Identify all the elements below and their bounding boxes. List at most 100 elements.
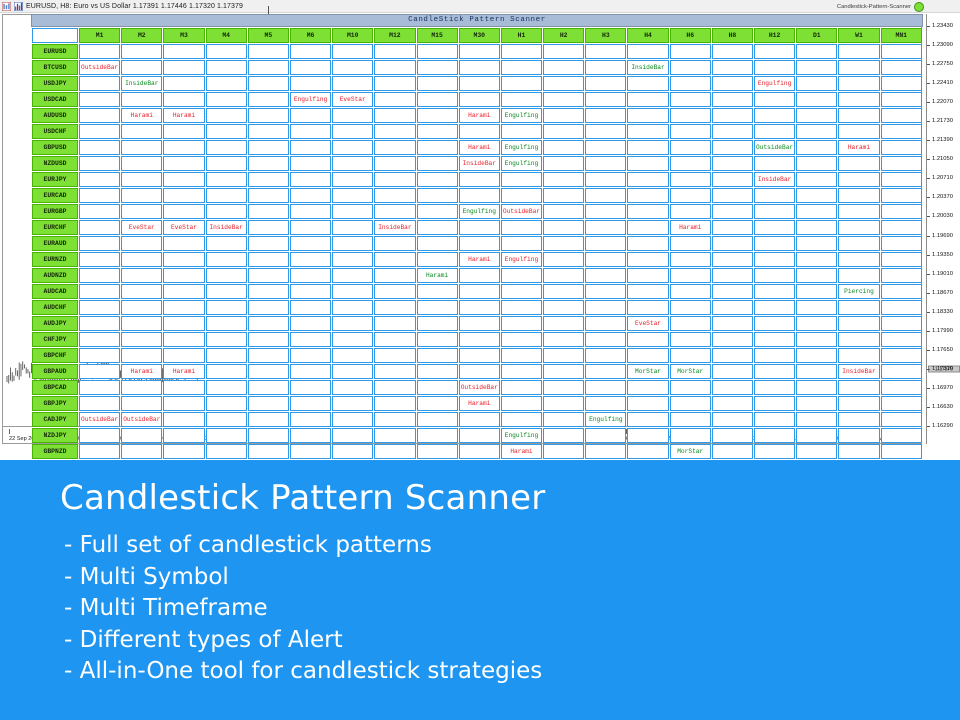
empty-cell[interactable] — [416, 348, 458, 363]
empty-cell[interactable] — [374, 364, 416, 379]
empty-cell[interactable] — [627, 396, 669, 411]
empty-cell[interactable] — [711, 380, 753, 395]
empty-cell[interactable] — [838, 124, 880, 139]
empty-cell[interactable] — [163, 44, 205, 59]
pattern-cell[interactable]: OutsideBar — [121, 412, 163, 427]
symbol-cell-gbpaud[interactable]: GBPAUD — [32, 364, 78, 379]
empty-cell[interactable] — [205, 364, 247, 379]
empty-cell[interactable] — [627, 236, 669, 251]
empty-cell[interactable] — [121, 428, 163, 443]
empty-cell[interactable] — [796, 364, 838, 379]
empty-cell[interactable] — [163, 316, 205, 331]
symbol-cell-audnzd[interactable]: AUDNZD — [32, 268, 78, 283]
empty-cell[interactable] — [416, 172, 458, 187]
empty-cell[interactable] — [332, 252, 374, 267]
empty-cell[interactable] — [205, 444, 247, 459]
empty-cell[interactable] — [627, 428, 669, 443]
empty-cell[interactable] — [121, 380, 163, 395]
empty-cell[interactable] — [669, 108, 711, 123]
empty-cell[interactable] — [247, 332, 289, 347]
empty-cell[interactable] — [374, 348, 416, 363]
empty-cell[interactable] — [458, 348, 500, 363]
empty-cell[interactable] — [669, 316, 711, 331]
pattern-cell[interactable]: Engulfing — [500, 156, 543, 171]
empty-cell[interactable] — [289, 220, 332, 235]
empty-cell[interactable] — [289, 332, 332, 347]
empty-cell[interactable] — [247, 108, 289, 123]
empty-cell[interactable] — [332, 428, 374, 443]
empty-cell[interactable] — [754, 300, 796, 315]
empty-cell[interactable] — [79, 396, 121, 411]
empty-cell[interactable] — [163, 284, 205, 299]
empty-cell[interactable] — [121, 348, 163, 363]
empty-cell[interactable] — [669, 428, 711, 443]
empty-cell[interactable] — [247, 60, 289, 75]
pattern-cell[interactable]: InsideBar — [374, 220, 416, 235]
empty-cell[interactable] — [458, 172, 500, 187]
empty-cell[interactable] — [585, 364, 627, 379]
empty-cell[interactable] — [79, 124, 121, 139]
empty-cell[interactable] — [585, 140, 627, 155]
empty-cell[interactable] — [416, 252, 458, 267]
empty-cell[interactable] — [754, 252, 796, 267]
empty-cell[interactable] — [711, 60, 753, 75]
empty-cell[interactable] — [416, 428, 458, 443]
symbol-cell-eurnzd[interactable]: EURNZD — [32, 252, 78, 267]
empty-cell[interactable] — [669, 140, 711, 155]
empty-cell[interactable] — [585, 380, 627, 395]
empty-cell[interactable] — [163, 76, 205, 91]
empty-cell[interactable] — [754, 348, 796, 363]
empty-cell[interactable] — [669, 332, 711, 347]
empty-cell[interactable] — [416, 300, 458, 315]
empty-cell[interactable] — [500, 76, 543, 91]
empty-cell[interactable] — [796, 204, 838, 219]
timeframe-header-h2[interactable]: H2 — [543, 28, 585, 43]
symbol-cell-gbpusd[interactable]: GBPUSD — [32, 140, 78, 155]
pattern-cell[interactable]: Harami — [416, 268, 458, 283]
empty-cell[interactable] — [669, 60, 711, 75]
empty-cell[interactable] — [500, 92, 543, 107]
empty-cell[interactable] — [416, 76, 458, 91]
empty-cell[interactable] — [627, 76, 669, 91]
empty-cell[interactable] — [205, 252, 247, 267]
empty-cell[interactable] — [247, 380, 289, 395]
empty-cell[interactable] — [711, 412, 753, 427]
empty-cell[interactable] — [247, 236, 289, 251]
empty-cell[interactable] — [754, 204, 796, 219]
empty-cell[interactable] — [332, 412, 374, 427]
empty-cell[interactable] — [79, 204, 121, 219]
empty-cell[interactable] — [332, 316, 374, 331]
empty-cell[interactable] — [79, 220, 121, 235]
timeframe-header-h6[interactable]: H6 — [669, 28, 711, 43]
empty-cell[interactable] — [205, 428, 247, 443]
empty-cell[interactable] — [247, 220, 289, 235]
empty-cell[interactable] — [79, 44, 121, 59]
empty-cell[interactable] — [121, 284, 163, 299]
empty-cell[interactable] — [458, 428, 500, 443]
empty-cell[interactable] — [880, 236, 922, 251]
pattern-cell[interactable]: Engulfing — [585, 412, 627, 427]
empty-cell[interactable] — [458, 124, 500, 139]
empty-cell[interactable] — [880, 332, 922, 347]
empty-cell[interactable] — [79, 172, 121, 187]
empty-cell[interactable] — [627, 204, 669, 219]
empty-cell[interactable] — [585, 60, 627, 75]
empty-cell[interactable] — [289, 156, 332, 171]
empty-cell[interactable] — [163, 268, 205, 283]
timeframe-header-h3[interactable]: H3 — [585, 28, 627, 43]
empty-cell[interactable] — [163, 252, 205, 267]
empty-cell[interactable] — [289, 348, 332, 363]
empty-cell[interactable] — [247, 412, 289, 427]
symbol-cell-usdchf[interactable]: USDCHF — [32, 124, 78, 139]
empty-cell[interactable] — [711, 364, 753, 379]
timeframe-header-m12[interactable]: M12 — [374, 28, 416, 43]
timeframe-header-h1[interactable]: H1 — [500, 28, 543, 43]
empty-cell[interactable] — [289, 60, 332, 75]
empty-cell[interactable] — [332, 364, 374, 379]
empty-cell[interactable] — [289, 396, 332, 411]
empty-cell[interactable] — [458, 316, 500, 331]
empty-cell[interactable] — [500, 300, 543, 315]
empty-cell[interactable] — [796, 140, 838, 155]
empty-cell[interactable] — [332, 76, 374, 91]
empty-cell[interactable] — [121, 268, 163, 283]
